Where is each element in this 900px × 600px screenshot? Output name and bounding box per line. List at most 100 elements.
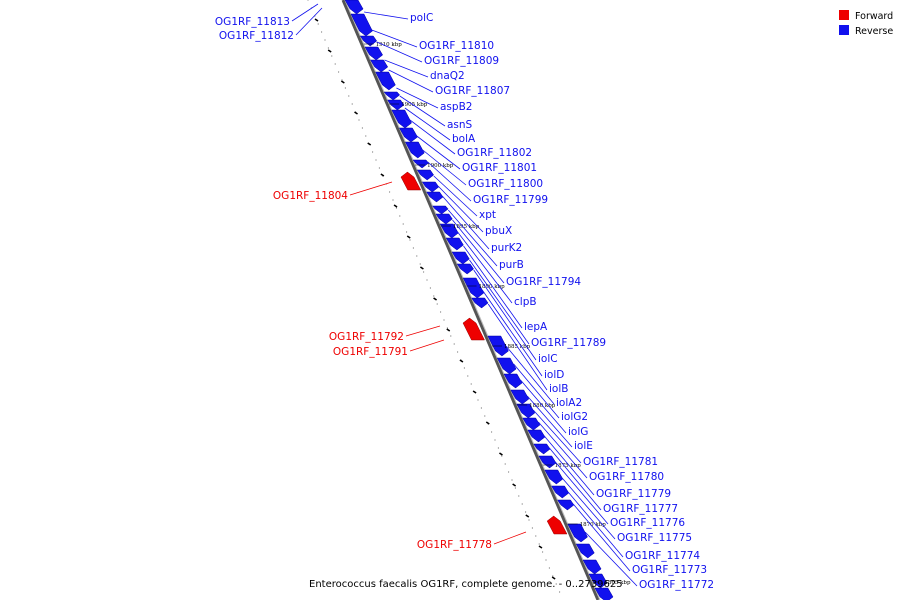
leader-line-iolc bbox=[473, 269, 537, 361]
track-dash bbox=[419, 266, 424, 270]
gene-label-og1rf-11800[interactable]: OG1RF_11800 bbox=[468, 178, 543, 190]
reverse-gene-arrow bbox=[451, 251, 470, 265]
track-dash bbox=[393, 204, 398, 208]
gene-label-og1rf-11799[interactable]: OG1RF_11799 bbox=[473, 194, 548, 206]
track-dot bbox=[412, 247, 414, 249]
track-dot bbox=[341, 79, 343, 81]
gene-label-og1rf-11779[interactable]: OG1RF_11779 bbox=[596, 488, 671, 500]
track-dash bbox=[406, 235, 411, 239]
gene-label-og1rf-11778[interactable]: OG1RF_11778 bbox=[417, 539, 492, 551]
track-dot bbox=[358, 119, 360, 121]
gene-label-iold[interactable]: iolD bbox=[544, 369, 564, 381]
kbp-tick-label: 1870 kbp bbox=[580, 522, 607, 528]
gene-label-og1rf-11804[interactable]: OG1RF_11804 bbox=[273, 190, 348, 202]
reverse-gene-arrow bbox=[370, 59, 389, 73]
gene-label-og1rf-11789[interactable]: OG1RF_11789 bbox=[531, 337, 606, 349]
track-dot bbox=[511, 479, 513, 481]
track-dot bbox=[334, 63, 336, 65]
reverse-gene-arrow bbox=[421, 181, 440, 193]
kbp-tick-label: 1890 kbp bbox=[479, 284, 506, 290]
track-dash bbox=[525, 514, 530, 518]
reverse-gene-arrow bbox=[575, 543, 595, 559]
gene-label-og1rf-11776[interactable]: OG1RF_11776 bbox=[610, 517, 685, 529]
leader-line-og1rf-11801 bbox=[416, 135, 461, 170]
track-dot bbox=[317, 23, 319, 25]
leader-line-og1rf-11807 bbox=[388, 69, 434, 93]
track-dot bbox=[378, 167, 380, 169]
gene-label-lepa[interactable]: lepA bbox=[524, 321, 548, 333]
track-dot bbox=[538, 543, 540, 545]
gene-label-aspb2[interactable]: aspB2 bbox=[440, 101, 472, 113]
track-dot bbox=[338, 71, 340, 73]
gene-label-pbux[interactable]: pbuX bbox=[485, 225, 512, 237]
forward-gene-arrow bbox=[462, 317, 485, 341]
gene-label-purb[interactable]: purB bbox=[499, 259, 524, 271]
track-dot bbox=[497, 447, 499, 449]
gene-label-og1rf-11777[interactable]: OG1RF_11777 bbox=[603, 503, 678, 515]
gene-label-bola[interactable]: bolA bbox=[452, 133, 476, 145]
gene-labels[interactable]: polC OG1RF_11810 OG1RF_11809 dnaQ2 OG1RF_118… bbox=[215, 12, 714, 591]
track-dot bbox=[548, 567, 551, 569]
track-dot bbox=[406, 231, 408, 233]
gene-label-iolg[interactable]: iolG bbox=[568, 426, 588, 438]
gene-label-og1rf-11801[interactable]: OG1RF_11801 bbox=[462, 162, 537, 174]
gene-label-iolb[interactable]: iolB bbox=[549, 383, 568, 395]
gene-label-og1rf-11775[interactable]: OG1RF_11775 bbox=[617, 532, 692, 544]
gene-label-og1rf-11812[interactable]: OG1RF_11812 bbox=[219, 30, 294, 42]
leader-line-og1rf-11781 bbox=[532, 409, 582, 464]
gene-label-iolc[interactable]: iolC bbox=[538, 353, 558, 365]
track-dot bbox=[467, 375, 469, 377]
gene-label-og1rf-11781[interactable]: OG1RF_11781 bbox=[583, 456, 658, 468]
leader-line-og1rf-11778 bbox=[493, 531, 527, 545]
gene-label-og1rf-11772[interactable]: OG1RF_11772 bbox=[639, 579, 714, 591]
gene-label-og1rf-11794[interactable]: OG1RF_11794 bbox=[506, 276, 581, 288]
gene-label-og1rf-11792[interactable]: OG1RF_11792 bbox=[329, 331, 404, 343]
track-dot bbox=[375, 159, 377, 161]
gene-label-clpb[interactable]: clpB bbox=[514, 296, 537, 308]
gene-label-og1rf-11774[interactable]: OG1RF_11774 bbox=[625, 550, 700, 562]
track-dot bbox=[528, 519, 530, 521]
gene-label-iolg2[interactable]: iolG2 bbox=[561, 411, 588, 423]
gene-label-asns[interactable]: asnS bbox=[447, 119, 473, 131]
leader-line-og1rf-11775 bbox=[561, 477, 616, 540]
legend-label-reverse: Reverse bbox=[855, 26, 893, 37]
track-dot bbox=[399, 215, 401, 217]
leader-line-og1rf-11794 bbox=[452, 219, 505, 284]
track-dot bbox=[440, 311, 442, 313]
leader-line-pbux bbox=[437, 185, 484, 233]
reverse-gene-arrow bbox=[426, 191, 444, 203]
leader-line-iolg2 bbox=[513, 363, 560, 419]
gene-label-og1rf-11791[interactable]: OG1RF_11791 bbox=[333, 346, 408, 358]
gene-label-og1rf-11802[interactable]: OG1RF_11802 bbox=[457, 147, 532, 159]
gene-label-og1rf-11773[interactable]: OG1RF_11773 bbox=[632, 564, 707, 576]
gene-label-og1rf-11809[interactable]: OG1RF_11809 bbox=[424, 55, 499, 67]
gene-label-og1rf-11813[interactable]: OG1RF_11813 bbox=[215, 16, 290, 28]
track-dot bbox=[392, 199, 394, 201]
leader-line-og1rf-11804 bbox=[349, 181, 393, 196]
gene-label-iole[interactable]: iolE bbox=[574, 440, 593, 452]
gene-label-iola2[interactable]: iolA2 bbox=[556, 397, 582, 409]
leader-line-og1rf-11809 bbox=[376, 41, 423, 63]
leader-line-og1rf-11812 bbox=[295, 7, 323, 36]
gene-label-og1rf-11807[interactable]: OG1RF_11807 bbox=[435, 85, 510, 97]
gene-label-dnaq2[interactable]: dnaQ2 bbox=[430, 70, 465, 82]
track-dash bbox=[551, 576, 556, 580]
gene-label-og1rf-11810[interactable]: OG1RF_11810 bbox=[419, 40, 494, 52]
track-dash bbox=[459, 359, 464, 363]
leader-line-og1rf-11780 bbox=[538, 421, 588, 479]
leader-line-xpt bbox=[433, 175, 478, 217]
reverse-gene-arrow bbox=[588, 573, 608, 589]
gene-label-og1rf-11780[interactable]: OG1RF_11780 bbox=[589, 471, 664, 483]
gene-label-purk2[interactable]: purK2 bbox=[491, 242, 522, 254]
reverse-gene-arrow bbox=[557, 499, 575, 511]
gene-label-polc[interactable]: polC bbox=[410, 12, 433, 24]
reverse-gene-arrow bbox=[456, 263, 474, 275]
reverse-gene-arrow bbox=[432, 205, 449, 215]
leader-line-og1rf-11810 bbox=[371, 29, 418, 48]
gene-label-xpt[interactable]: xpt bbox=[479, 209, 496, 221]
reverse-gene-arrow bbox=[582, 559, 602, 575]
reverse-gene-arrow bbox=[364, 46, 383, 61]
track-dot bbox=[457, 351, 459, 353]
reverse-gene-arrow bbox=[516, 403, 536, 419]
